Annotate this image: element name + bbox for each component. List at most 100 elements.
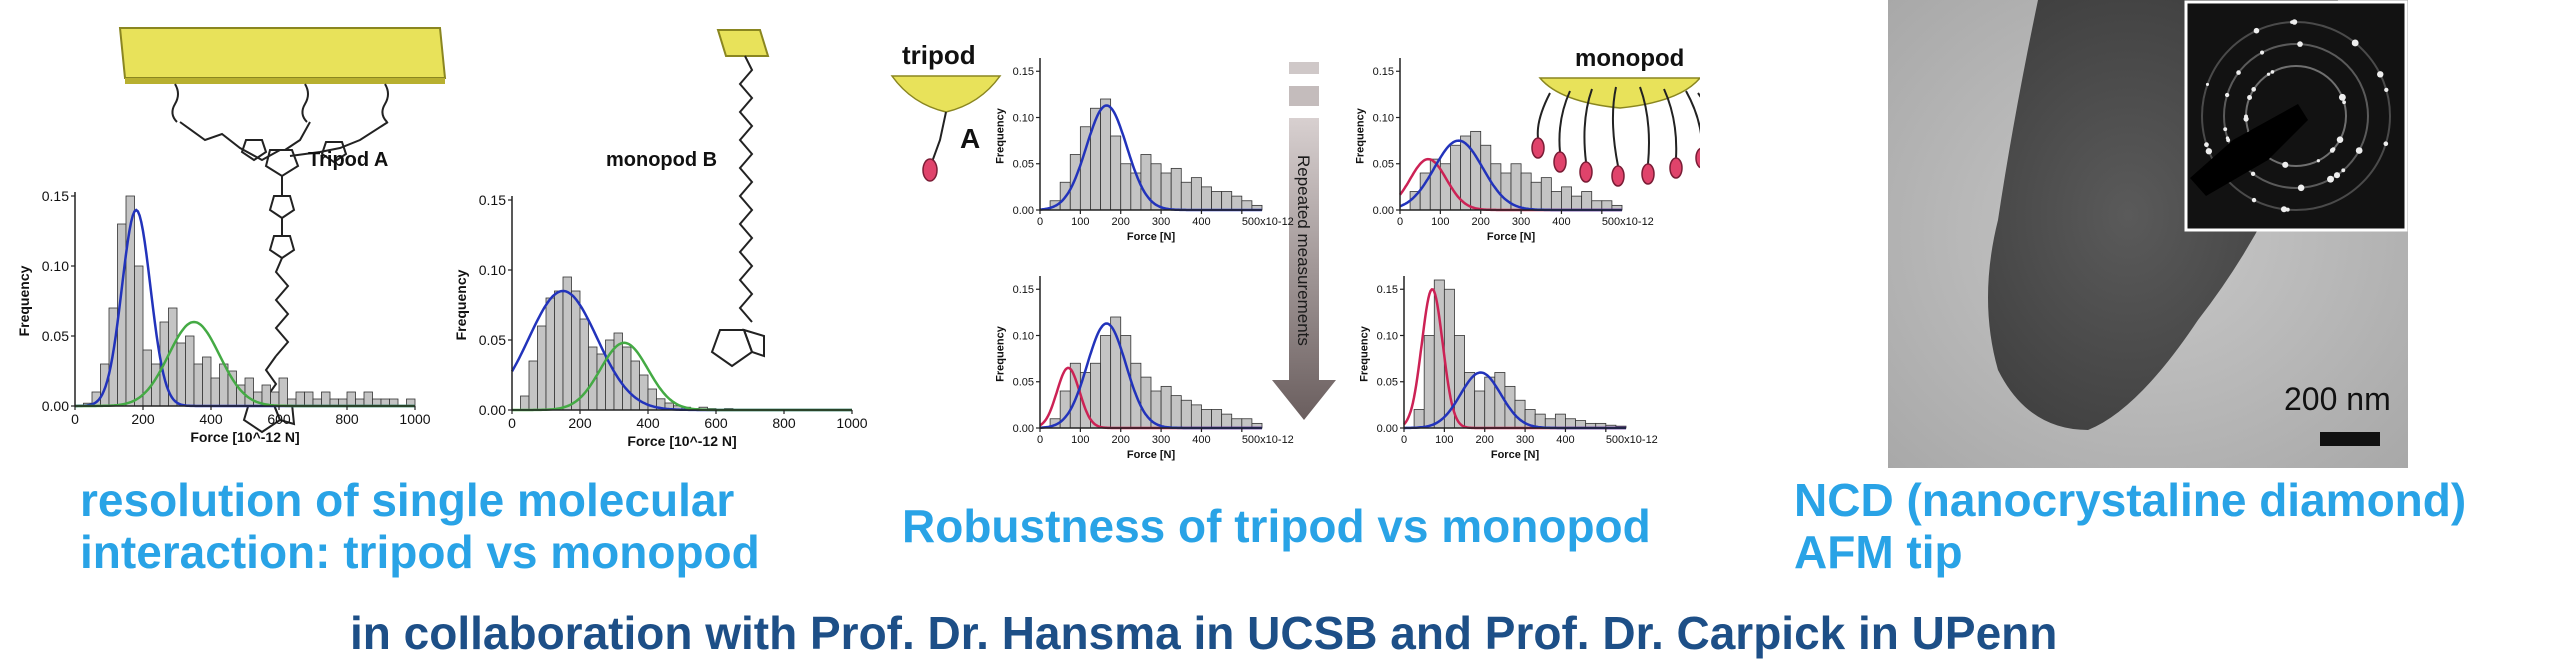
x-tick-label: 0 [1037,216,1043,228]
x-tick-label: 800 [335,411,359,427]
chart-monopod-top: 0 100 200 300 400 500x10-12 0.00 0.05 0.10 0.15 Fo… [1355,58,1654,243]
x-tick-label: 400 [636,415,660,431]
diffraction-spot [2351,39,2359,47]
histogram-bar [571,290,581,411]
histogram-bar [363,391,373,407]
y-axis-label: Frequency [995,325,1007,382]
tripod-stem [931,111,947,163]
chart-tripod-bottom: 0 100 200 300 400 500x10-12 0.00 0.05 0.10 0.15 Fo… [995,276,1294,461]
x-tick-label: 600 [704,415,728,431]
diffraction-spot [2297,41,2303,47]
diffraction-spot [2250,171,2256,176]
x-tick-label: 1000 [836,415,867,431]
x-tick-label: 400 [1192,434,1210,446]
histogram-bar [1571,195,1583,211]
histogram-bar [1241,200,1253,211]
histogram-bar [304,391,314,407]
diffraction-spot [2377,71,2384,78]
caption-left-line2: interaction: tripod vs monopod [80,526,760,578]
histogram-bar [1130,172,1142,211]
histogram-bar [134,265,144,407]
histogram-bar [562,276,572,411]
monopod-ligand [1553,151,1567,173]
y-tick-label: 0.15 [1373,66,1394,78]
x-tick-label: 100 [1071,216,1089,228]
histogram-bar [1540,177,1552,211]
chart-monopod-b: 0 200 400 600 800 1000 0.00 0.05 0.10 0.15 Force [… [453,192,868,449]
histogram-bar [1470,130,1482,211]
x-tick-label: 400 [1192,216,1210,228]
beam-stop [2190,104,2308,196]
diffraction-spot [2205,148,2213,155]
histogram-bar [1170,395,1182,429]
histogram-bar [1241,418,1253,429]
y-axis-label: Frequency [453,269,469,340]
x-tick-label: 0 [1397,216,1403,228]
histogram-bar [1500,172,1512,211]
gold-surface-monopod [716,29,770,57]
x-tick-label: 200 [1472,216,1490,228]
x-axis-label: Force [N] [1127,231,1176,243]
arrow-dash-2 [1289,86,1319,106]
y-tick-label: 0.05 [479,332,506,348]
histogram-bar [1211,191,1223,211]
x-tick-label: 200 [1476,434,1494,446]
x-tick-label: 0 [71,411,79,427]
histogram-bar [1201,186,1212,211]
y-tick-label: 0.10 [479,262,506,278]
histogram-bar [1211,409,1223,429]
histogram-bar [1069,154,1081,211]
diffraction-spot [2259,50,2265,55]
tem-image: 200 nm [1888,0,2408,468]
tripod-ligand [922,158,938,182]
histogram-bar [520,395,530,411]
monopod-chain [1558,90,1571,153]
y-tick-label: 0.10 [1013,112,1034,124]
histogram-bar [321,391,331,407]
x-tick-label: 600 [267,411,291,427]
diffraction-spot [2280,206,2288,213]
y-tick-label: 0.00 [479,402,506,418]
y-axis-label: Frequency [1359,325,1371,382]
histogram-bar [1170,167,1182,211]
diffraction-spot [2329,148,2335,153]
monopod-ligand [1695,147,1700,169]
y-tick-label: 0.15 [42,188,69,204]
histogram-bar [1413,409,1425,429]
diffraction-spot [2333,172,2341,179]
monopod-chain [1536,92,1551,139]
x-tick-label: 100 [1431,216,1449,228]
diffraction-spot [2253,27,2260,34]
x-tick-label: 400 [1552,216,1570,228]
x-tick-label: 500x10-12 [1242,434,1294,446]
y-tick-label: 0.05 [1377,377,1398,389]
diffraction-spot [2266,72,2271,76]
diffraction-spot [2223,127,2228,132]
histogram-bar [630,360,640,411]
diffraction-spot [2327,175,2335,183]
histogram-bar [1140,154,1152,211]
diffraction-spot [2251,87,2257,92]
monopod-chains [1536,86,1700,167]
histogram-bar [346,391,356,407]
diffraction-spot [2270,70,2275,74]
monopod-ligand [1669,157,1683,179]
histogram-bar [1100,98,1112,211]
gold-surface-tripod [118,27,447,79]
tripod-a-label: Tripod A [308,149,388,171]
monopod-chain [1611,86,1619,167]
diffraction-spot [2244,114,2248,119]
x-tick-label: 300 [1512,216,1530,228]
histogram-bar [1484,376,1496,429]
y-tick-label: 0.00 [1377,423,1398,435]
x-tick-label: 300 [1152,216,1170,228]
tripod-cup [890,75,1002,113]
arrow-dash-1 [1289,62,1319,74]
histogram-bar [1120,163,1132,211]
footer-collaboration: in collaboration with Prof. Dr. Hansma i… [350,607,2058,659]
y-tick-label: 0.10 [1373,112,1394,124]
repeated-measurements-arrow [1272,118,1336,420]
histogram-bar [176,342,186,407]
histogram-bar [185,335,195,407]
letter-a: A [960,123,980,154]
